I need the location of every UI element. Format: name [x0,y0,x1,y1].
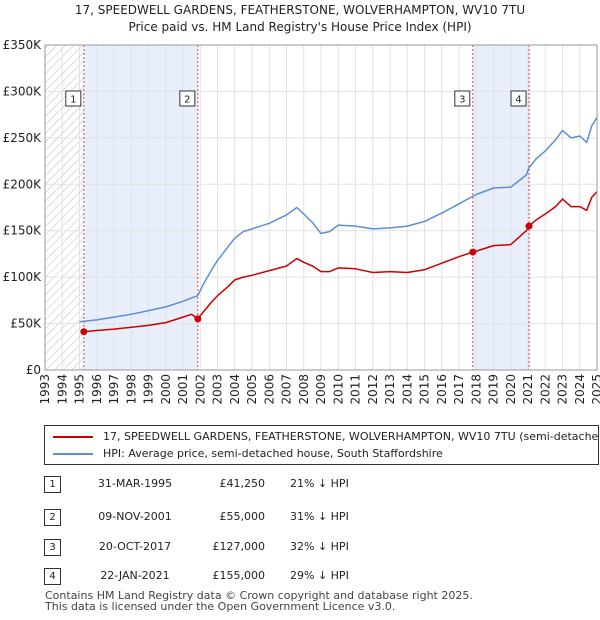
x-tick-label: 2019 [487,374,501,405]
footer: Contains HM Land Registry data © Crown c… [45,590,473,612]
footer-line-licence: This data is licensed under the Open Gov… [45,600,396,613]
x-tick-label: 1999 [142,374,156,405]
transaction-badge: 1 [44,476,61,493]
transaction-badge: 3 [44,539,61,556]
transaction-hpi: 31% ↓ HPI [290,510,349,523]
chart-subtitle: Price paid vs. HM Land Registry's House … [128,20,472,34]
chart-title: 17, SPEEDWELL GARDENS, FEATHERSTONE, WOL… [74,3,526,17]
y-tick-label: £200K [3,177,43,191]
sale-label-box [510,90,527,107]
y-tick-label: £300K [3,84,43,98]
x-tick-label: 2020 [504,374,518,405]
x-tick-label: 2010 [331,374,345,405]
x-tick-label: 2000 [159,374,173,405]
transaction-price: £155,000 [212,569,266,582]
sale-label: 1 [70,95,76,106]
price-chart: 1 2 3 4 £0 £50K £100K £150K £200K £250K £300K £350K… [3,38,600,405]
legend-swatch-blue [53,453,93,455]
transaction-badge: 4 [44,568,61,585]
legend-item-price-paid: 17, SPEEDWELL GARDENS, FEATHERSTONE, WOL… [53,430,599,446]
x-tick-label: 2018 [469,374,483,405]
legend-label-hpi: HPI: Average price, semi-detached house,… [103,447,443,460]
hpi-line [79,117,598,323]
y-tick-label: £250K [3,131,43,145]
table-row: 4 22-JAN-2021 £155,000 29% ↓ HPI [40,567,460,587]
x-tick-label: 1995 [73,374,87,405]
x-tick-label: 2005 [245,374,259,405]
x-tick-label: 2022 [538,374,552,405]
plot-border [44,44,598,371]
x-tick-label: 2004 [228,374,242,405]
sale-marker [80,328,88,336]
x-tick-label: 2009 [314,374,328,405]
x-tick-label: 2012 [366,374,380,405]
transaction-date: 20-OCT-2017 [98,540,172,553]
sale-marker [194,315,202,323]
price-paid-line [83,191,598,333]
x-tick-label: 2003 [211,374,225,405]
transaction-date: 22-JAN-2021 [100,569,170,582]
sale-label: 2 [184,95,190,106]
x-tick-label: 2001 [176,374,190,405]
x-tick-label: 2013 [383,374,397,405]
sale-label: 4 [515,95,521,106]
sale-marker [469,248,477,256]
x-tick-label: 2021 [521,374,535,405]
x-tick-label: 2014 [400,374,414,405]
transaction-date: 31-MAR-1995 [97,477,173,490]
x-tick-label: 1997 [107,374,121,405]
x-tick-label: 2015 [418,374,432,405]
x-tick-label: 2016 [435,374,449,405]
transaction-badge: 2 [44,509,61,526]
sale-label-box [65,90,82,107]
x-tick-label: 2011 [349,374,363,405]
x-tick-label: 1998 [124,374,138,405]
sale-marker [525,222,533,230]
y-tick-label: £0 [26,363,41,377]
sale-label-box [454,90,471,107]
x-tick-label: 1996 [90,374,104,405]
table-row: 3 20-OCT-2017 £127,000 32% ↓ HPI [40,538,460,558]
x-tick-label: 2008 [297,374,311,405]
x-tick-label: 2007 [280,374,294,405]
transaction-price: £127,000 [212,540,266,553]
x-tick-label: 2024 [573,374,587,405]
legend-label-price-paid: 17, SPEEDWELL GARDENS, FEATHERSTONE, WOL… [103,430,599,443]
y-tick-label: £150K [3,224,43,238]
x-tick-label: 1993 [38,374,52,405]
sale-label-box [179,90,196,107]
table-row: 1 31-MAR-1995 £41,250 21% ↓ HPI [40,475,460,495]
x-tick-label: 2025 [590,374,600,405]
transaction-price: £41,250 [219,477,266,490]
x-tick-label: 2023 [556,374,570,405]
transaction-price: £55,000 [219,510,266,523]
sale-label: 3 [459,95,465,106]
table-row: 2 09-NOV-2001 £55,000 31% ↓ HPI [40,508,460,528]
legend-item-hpi: HPI: Average price, semi-detached house,… [53,447,443,463]
footer-line-copyright: Contains HM Land Registry data © Crown c… [45,589,473,602]
transaction-hpi: 29% ↓ HPI [290,569,349,582]
x-tick-label: 2002 [193,374,207,405]
x-tick-label: 2017 [452,374,466,405]
transaction-date: 09-NOV-2001 [98,510,172,523]
transaction-hpi: 21% ↓ HPI [290,477,349,490]
y-tick-label: £100K [3,270,43,284]
y-tick-label: £50K [10,317,42,331]
legend: 17, SPEEDWELL GARDENS, FEATHERSTONE, WOL… [44,425,599,465]
x-tick-label: 2006 [262,374,276,405]
y-tick-label: £350K [3,38,43,52]
ownership-shade [83,45,198,370]
legend-swatch-red [53,436,93,438]
transaction-hpi: 32% ↓ HPI [290,540,349,553]
x-tick-label: 1994 [55,374,69,405]
